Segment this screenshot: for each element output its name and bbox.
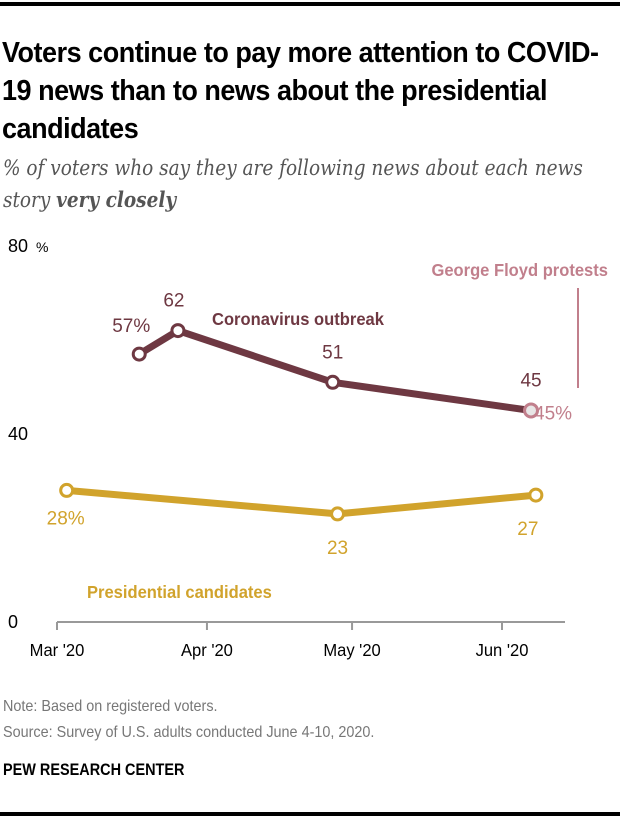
series-line [135, 327, 535, 414]
data-label: 45 [520, 371, 541, 392]
y-axis-labels: 0 40 80% [8, 236, 48, 632]
data-point-marker [325, 374, 341, 390]
data-label: 62 [163, 291, 184, 312]
bottom-rule [0, 812, 620, 816]
series-label: Coronavirus outbreak [212, 308, 384, 329]
data-point-marker [528, 487, 544, 503]
data-point-marker [170, 323, 186, 339]
data-label: 28% [47, 508, 85, 529]
series-line [63, 486, 540, 518]
source-note: Source: Survey of U.S. adults conducted … [3, 724, 375, 741]
series-label: George Floyd protests [431, 259, 608, 280]
top-rule [0, 2, 620, 6]
data-label: 45% [534, 404, 572, 425]
brand-logo-text: PEW RESEARCH CENTER [3, 760, 185, 779]
series-markers [59, 323, 544, 522]
x-axis: Mar '20 Apr '20 May '20 Jun '20 [30, 621, 565, 660]
data-labels: 57% 62 51 45 28% 23 27 45% [47, 291, 572, 559]
data-label: 23 [327, 538, 348, 559]
data-point-marker [330, 506, 346, 522]
x-tick-label: Mar '20 [30, 639, 85, 660]
data-point-marker [59, 482, 75, 498]
chart-subtitle: % of voters who say they are following n… [3, 152, 619, 216]
data-point-marker [131, 346, 147, 362]
series-legend-labels: Coronavirus outbreak Presidential candida… [87, 259, 608, 602]
x-tick-label: Jun '20 [476, 639, 529, 660]
y-tick-label: 0 [8, 612, 18, 632]
x-tick-label: May '20 [323, 639, 380, 660]
y-tick-label: 80 [8, 236, 28, 256]
line-chart: 0 40 80% Mar '20 Apr '20 May '20 Jun '20 57% 6… [8, 236, 608, 660]
data-label: 27 [517, 519, 538, 540]
series-label: Presidential candidates [87, 581, 272, 602]
data-label: 57% [112, 316, 150, 337]
y-tick-suffix: % [36, 239, 48, 255]
y-tick-label: 40 [8, 424, 28, 444]
subtitle-emphasis: very closely [56, 187, 177, 212]
x-tick-label: Apr '20 [181, 639, 233, 660]
data-label: 51 [322, 342, 343, 363]
subtitle-text: % of voters who say they are following n… [3, 156, 583, 212]
data-point-marker [523, 402, 540, 419]
footnote: Note: Based on registered voters. [3, 698, 218, 715]
chart-title: Voters continue to pay more attention to… [2, 37, 599, 145]
